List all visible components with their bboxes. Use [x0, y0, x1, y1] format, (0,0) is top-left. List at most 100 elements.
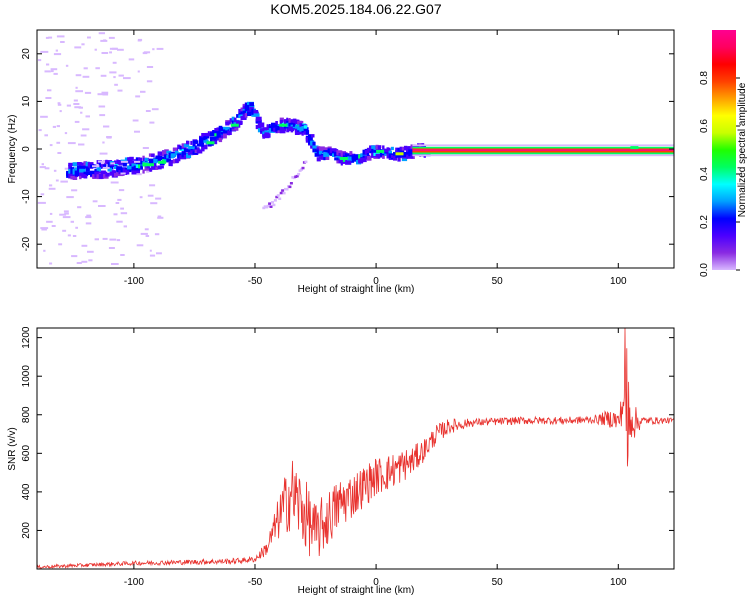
- spectrogram-cell: [264, 130, 270, 134]
- spectrogram-cell: [153, 163, 156, 168]
- spectrogram-cell: [203, 137, 208, 141]
- spectrogram-cell: [43, 249, 46, 252]
- spectrogram-cell: [366, 147, 371, 152]
- spectrogram-cell: [288, 118, 291, 123]
- spectrogram-cell: [64, 212, 69, 215]
- spectrogram-cell: [166, 158, 171, 163]
- spectrogram-cell: [82, 75, 90, 78]
- spectrogram-cell: [40, 50, 49, 53]
- spectrogram-cell: [71, 189, 78, 192]
- spectrogram-cell: [87, 36, 91, 39]
- spectrogram-cell: [227, 121, 231, 125]
- spectrogram-cell: [127, 165, 133, 170]
- spectrogram-cell: [143, 51, 151, 54]
- spectrogram-cell: [209, 132, 215, 137]
- spectrogram-band: [412, 154, 674, 157]
- spectrogram-cell: [273, 199, 277, 202]
- spectrogram-band: [412, 150, 674, 153]
- spectrogram-cell: [268, 202, 272, 205]
- spectrogram-cell: [278, 197, 282, 200]
- spectrogram-cell: [168, 161, 172, 167]
- snr-xtick-label: 50: [492, 577, 504, 588]
- spectrogram-cell: [80, 111, 83, 114]
- spectrogram-cell: [225, 127, 228, 131]
- colorbar-label: Normalized spectral amplitude: [737, 82, 748, 217]
- spectrogram-cell: [134, 160, 141, 163]
- spectrogram-cell: [98, 32, 105, 35]
- spectrogram-cell: [279, 119, 284, 125]
- spectrogram-cell: [360, 153, 364, 158]
- spectrogram-cell: [57, 103, 62, 106]
- spectrogram-cell: [111, 263, 119, 265]
- spectrogram-cell: [294, 130, 300, 135]
- spectrogram-cell: [101, 52, 109, 54]
- spectrogram-cell: [145, 110, 151, 112]
- spectrogram-cell: [116, 220, 123, 223]
- spectrogram-cell: [100, 74, 107, 77]
- spectrogram-cell: [166, 150, 172, 154]
- spectrogram-cell: [312, 148, 315, 153]
- spectrogram-cell: [229, 130, 232, 135]
- spectrogram-cell: [212, 130, 216, 135]
- spectrogram-ytick-label: 10: [21, 95, 32, 107]
- spectrogram-cell: [157, 216, 164, 219]
- spectrogram-cell: [314, 153, 322, 157]
- spectrogram-cell: [85, 171, 91, 175]
- spectrogram-cell: [128, 58, 135, 61]
- spectrogram-cell: [81, 43, 85, 46]
- spectrogram-cell: [205, 135, 210, 139]
- spectrogram-cell: [271, 124, 274, 130]
- spectrogram-cell: [236, 114, 241, 118]
- spectrogram-cell: [397, 153, 403, 158]
- spectrogram-cell: [51, 70, 54, 73]
- spectrogram-cell: [100, 164, 105, 168]
- spectrogram-cell: [85, 115, 90, 118]
- spectrogram-cell: [268, 124, 271, 128]
- spectrogram-cell: [146, 170, 150, 173]
- spectrogram-cell: [139, 196, 143, 199]
- spectrogram-cell: [157, 165, 162, 170]
- spectrogram-cell: [275, 121, 278, 125]
- spectrogram-cell: [218, 125, 223, 129]
- spectrogram-cell: [410, 154, 414, 159]
- spectrogram-cell: [286, 117, 289, 122]
- spectrogram-cell: [74, 120, 80, 123]
- spectrogram-cell: [103, 164, 107, 169]
- spectrogram-cell: [186, 140, 190, 145]
- spectrogram-cell: [376, 149, 385, 153]
- spectrogram-cell: [183, 148, 191, 153]
- spectrogram-cell: [140, 165, 143, 170]
- spectrogram-cell: [56, 125, 60, 128]
- spectrogram-cell: [157, 157, 161, 162]
- spectrogram-cell: [45, 36, 49, 39]
- spectrogram-cell: [44, 167, 50, 170]
- spectrogram-cell: [175, 158, 179, 164]
- spectrogram-cell: [149, 254, 156, 257]
- spectrogram-cell: [266, 204, 270, 208]
- spectrogram-cell: [253, 110, 259, 114]
- spectrogram-cell: [382, 145, 385, 150]
- spectrogram-cell: [353, 154, 358, 160]
- spectrogram-cell: [366, 153, 369, 158]
- spectrogram-cell: [238, 114, 241, 119]
- spectrogram-cell: [102, 93, 109, 96]
- snr-series-line: [36, 327, 675, 570]
- spectrogram-cell: [282, 191, 286, 195]
- spectrogram-cell: [175, 150, 179, 156]
- spectrogram-cell: [114, 83, 118, 86]
- spectrogram-cell: [255, 119, 259, 124]
- spectrogram-xtick-label: 0: [373, 276, 379, 287]
- spectrogram-cell: [92, 200, 98, 203]
- spectrogram-cell: [154, 233, 160, 236]
- spectrogram-cell: [135, 95, 141, 98]
- spectrogram-cell: [123, 225, 127, 228]
- spectrogram-cell: [269, 205, 273, 208]
- spectrogram-cell: [118, 160, 123, 166]
- spectrogram-cell: [242, 110, 246, 114]
- spectrogram-cell: [57, 102, 61, 105]
- spectrogram-cell: [96, 167, 100, 171]
- spectrogram-cell: [88, 259, 93, 262]
- spectrogram-cell: [84, 91, 92, 94]
- spectrogram-ytick-label: 20: [21, 48, 32, 60]
- snr-ytick-label: 600: [21, 445, 32, 462]
